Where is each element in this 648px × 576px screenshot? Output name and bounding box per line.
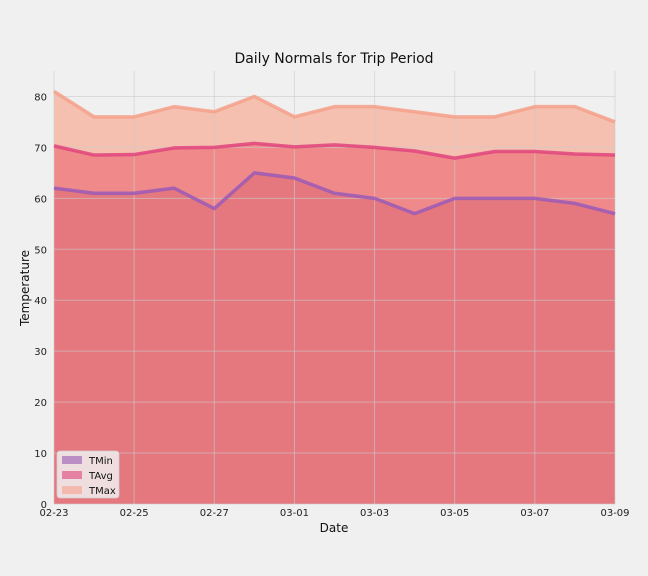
y-tick-label: 60 — [34, 194, 47, 205]
x-tick-label: 03-05 — [440, 508, 469, 519]
x-tick-label: 03-01 — [280, 508, 309, 519]
y-tick-label: 40 — [34, 296, 47, 307]
y-tick-label: 50 — [34, 245, 47, 256]
legend-swatch-tavg — [62, 471, 82, 479]
chart-title: Daily Normals for Trip Period — [234, 51, 433, 67]
legend-label-tavg: TAvg — [88, 471, 113, 482]
grid-lines — [53, 71, 616, 505]
area-tmin — [54, 172, 615, 504]
y-tick-label: 0 — [41, 500, 47, 511]
legend: TMin TAvg TMax — [56, 450, 120, 499]
x-tick-label: 03-03 — [360, 508, 389, 519]
series-line-tmax — [53, 89, 616, 124]
y-tick-label: 70 — [34, 143, 47, 154]
x-tick-label: 02-23 — [39, 508, 68, 519]
x-tick-label: 03-07 — [520, 508, 549, 519]
series-line-tavg — [53, 141, 616, 160]
y-tick-label: 10 — [34, 449, 47, 460]
x-axis: 02-23 02-25 02-27 03-01 03-03 03-05 03-07 03-09 — [39, 508, 629, 519]
x-tick-label: 02-25 — [120, 508, 149, 519]
legend-swatch-tmax — [62, 486, 82, 494]
legend-label-tmax: TMax — [88, 486, 116, 497]
y-tick-label: 30 — [34, 347, 47, 358]
series-line-tmin — [53, 171, 616, 216]
y-tick-label: 80 — [34, 92, 47, 103]
series-areas — [54, 91, 615, 505]
x-axis-label: Date — [320, 521, 349, 535]
y-tick-label: 20 — [34, 398, 47, 409]
series-lines — [53, 89, 616, 216]
x-tick-label: 02-27 — [200, 508, 229, 519]
legend-label-tmin: TMin — [88, 456, 113, 467]
legend-swatch-tmin — [62, 456, 82, 464]
y-axis-label: Temperature — [18, 250, 32, 327]
y-axis: 0 10 20 30 40 50 60 70 80 — [34, 92, 47, 511]
x-tick-label: 03-09 — [600, 508, 629, 519]
